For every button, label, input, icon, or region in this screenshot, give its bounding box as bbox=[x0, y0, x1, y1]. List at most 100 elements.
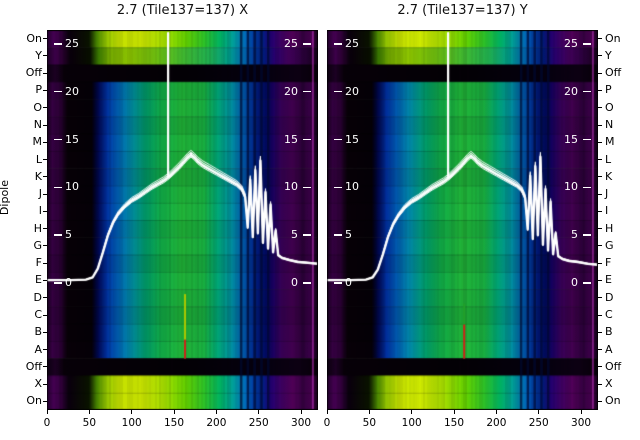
amp-tick-right bbox=[303, 186, 311, 189]
heatmap-panel-x bbox=[47, 30, 318, 410]
row-label-right: C bbox=[605, 308, 613, 321]
row-tick-right bbox=[598, 210, 602, 212]
x-tick-label: 0 bbox=[43, 417, 51, 429]
row-tick-right bbox=[598, 245, 602, 247]
row-label-left: K bbox=[34, 169, 42, 183]
row-label-right: O bbox=[605, 100, 614, 114]
row-label-right: On bbox=[605, 394, 621, 408]
row-label-left: C bbox=[34, 308, 42, 321]
x-tick bbox=[538, 410, 540, 414]
amp-label-left: 10 bbox=[65, 180, 79, 194]
row-tick-left bbox=[43, 262, 47, 264]
row-tick-right bbox=[598, 89, 602, 91]
amp-label-left: 15 bbox=[345, 132, 359, 146]
row-label-left: Y bbox=[35, 48, 42, 62]
row-label-left: P bbox=[35, 83, 42, 97]
row-tick-left bbox=[43, 38, 47, 40]
row-label-right: L bbox=[605, 152, 612, 166]
amp-tick-right bbox=[303, 91, 311, 93]
x-tick bbox=[411, 410, 413, 414]
amp-tick-left bbox=[54, 186, 62, 189]
row-label-right: A bbox=[605, 342, 613, 356]
row-tick-right bbox=[598, 366, 602, 368]
row-label-left: F bbox=[35, 256, 42, 270]
row-label-left: J bbox=[38, 187, 42, 201]
amp-tick-left bbox=[54, 282, 62, 284]
row-tick-left bbox=[43, 245, 47, 247]
amp-tick-left bbox=[334, 43, 342, 45]
row-label-right: Off bbox=[605, 66, 622, 80]
row-label-right: J bbox=[605, 187, 609, 201]
amp-tick-right bbox=[583, 43, 591, 45]
row-label-right: I bbox=[605, 204, 609, 218]
x-tick bbox=[258, 410, 260, 414]
x-tick bbox=[368, 410, 370, 414]
row-tick-left bbox=[43, 331, 47, 333]
row-tick-left bbox=[43, 176, 47, 178]
amp-label-right: 25 bbox=[564, 36, 578, 50]
row-tick-right bbox=[598, 193, 602, 195]
row-tick-left bbox=[43, 55, 47, 57]
row-tick-left bbox=[43, 89, 47, 91]
heatmap-panel-y bbox=[327, 30, 598, 410]
row-label-right: G bbox=[605, 238, 614, 252]
panel-y-title: 2.7 (Tile137=137) Y bbox=[397, 3, 528, 18]
row-tick-right bbox=[598, 314, 602, 316]
row-tick-left bbox=[43, 314, 47, 316]
row-tick-right bbox=[598, 400, 602, 402]
row-tick-left bbox=[43, 349, 47, 351]
row-label-left: D bbox=[33, 290, 42, 304]
row-tick-left bbox=[43, 210, 47, 212]
amp-tick-right bbox=[303, 138, 311, 141]
row-tick-right bbox=[598, 262, 602, 264]
row-label-right: M bbox=[605, 135, 615, 149]
amp-label-left: 10 bbox=[345, 180, 359, 194]
amp-label-left: 15 bbox=[65, 132, 79, 146]
x-tick bbox=[215, 410, 217, 414]
row-label-right: N bbox=[605, 118, 614, 131]
row-tick-right bbox=[598, 124, 602, 126]
row-label-right: F bbox=[605, 256, 612, 270]
row-label-left: I bbox=[38, 204, 42, 218]
amp-label-right: 20 bbox=[284, 84, 298, 98]
row-tick-left bbox=[43, 366, 47, 368]
amp-label-right: 25 bbox=[284, 36, 298, 50]
amp-label-left: 25 bbox=[65, 36, 79, 50]
row-label-right: E bbox=[605, 273, 612, 287]
row-tick-right bbox=[598, 228, 602, 230]
x-tick-label: 200 bbox=[206, 417, 227, 429]
x-tick bbox=[580, 410, 582, 414]
amp-label-left: 5 bbox=[65, 228, 72, 242]
x-tick-label: 150 bbox=[444, 417, 465, 429]
row-label-right: D bbox=[605, 290, 614, 304]
amp-tick-right bbox=[583, 234, 591, 236]
amp-label-left: 0 bbox=[65, 276, 72, 289]
amp-tick-right bbox=[583, 282, 591, 284]
row-tick-left bbox=[43, 124, 47, 126]
row-tick-right bbox=[598, 38, 602, 40]
amp-tick-left bbox=[54, 43, 62, 45]
amp-tick-right bbox=[583, 91, 591, 93]
amp-tick-right bbox=[583, 138, 591, 141]
row-tick-left bbox=[43, 279, 47, 281]
x-tick bbox=[300, 410, 302, 414]
row-tick-left bbox=[43, 72, 47, 74]
amp-tick-right bbox=[303, 43, 311, 45]
row-tick-right bbox=[598, 107, 602, 109]
amp-tick-left bbox=[54, 91, 62, 93]
x-tick bbox=[46, 410, 48, 414]
row-label-right: Y bbox=[605, 48, 612, 62]
row-label-right: On bbox=[605, 31, 621, 45]
x-tick bbox=[326, 410, 328, 414]
x-tick-label: 150 bbox=[164, 417, 185, 429]
row-tick-left bbox=[43, 228, 47, 230]
row-label-left: A bbox=[34, 342, 42, 356]
amp-tick-right bbox=[303, 234, 311, 236]
amp-label-right: 5 bbox=[571, 228, 578, 242]
row-tick-left bbox=[43, 297, 47, 299]
x-tick bbox=[173, 410, 175, 414]
row-tick-right bbox=[598, 72, 602, 74]
amp-tick-left bbox=[334, 91, 342, 93]
